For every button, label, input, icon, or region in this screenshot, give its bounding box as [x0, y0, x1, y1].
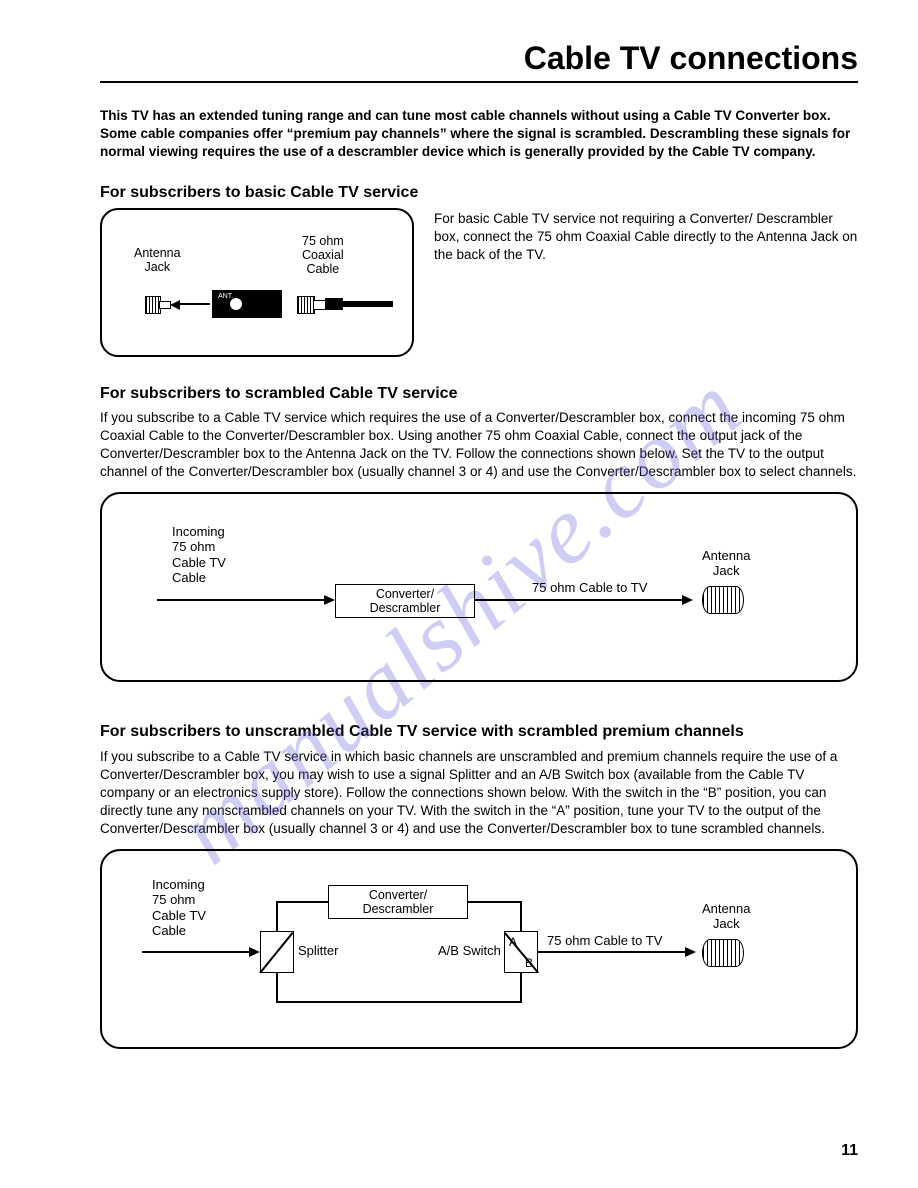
- arrow-icon: [324, 595, 335, 605]
- arrow-line: [180, 303, 210, 305]
- label-splitter: Splitter: [298, 943, 338, 959]
- converter-label: Converter/ Descrambler: [370, 587, 441, 615]
- label-antenna-jack: Antenna Jack: [702, 901, 750, 932]
- cable-line: [276, 901, 278, 931]
- cable-line: [276, 1001, 522, 1003]
- cable-line: [520, 901, 522, 931]
- coax-sleeve-icon: [325, 298, 343, 310]
- page-title: Cable TV connections: [100, 40, 858, 77]
- section1-side-text: For basic Cable TV service not requiring…: [434, 208, 858, 265]
- arrow-icon: [249, 947, 260, 957]
- diagram2: Incoming 75 ohm Cable TV Cable Converter…: [100, 492, 858, 682]
- label-incoming-cable: Incoming 75 ohm Cable TV Cable: [152, 877, 206, 939]
- converter-label: Converter/ Descrambler: [363, 888, 434, 916]
- antenna-jack-icon: [702, 939, 744, 967]
- label-cable-to-tv: 75 ohm Cable to TV: [532, 580, 647, 596]
- label-antenna-jack: Antenna Jack: [134, 246, 181, 275]
- arrow-icon: [170, 300, 180, 310]
- section2-heading: For subscribers to scrambled Cable TV se…: [100, 385, 858, 403]
- cable-line: [538, 951, 688, 953]
- cable-line: [276, 973, 278, 1003]
- converter-box: Converter/ Descrambler: [335, 584, 475, 618]
- title-rule: [100, 81, 858, 83]
- label-cable-to-tv: 75 ohm Cable to TV: [547, 933, 662, 949]
- page: manualshive.com Cable TV connections Thi…: [0, 0, 918, 1188]
- section3-body: If you subscribe to a Cable TV service i…: [100, 748, 858, 839]
- label-ab-switch: A/B Switch: [438, 943, 501, 959]
- antenna-jack-text: ANT.: [218, 293, 233, 300]
- converter-box: Converter/ Descrambler: [328, 885, 468, 919]
- antenna-jack-icon: [702, 586, 744, 614]
- label-coax-cable: 75 ohm Coaxial Cable: [302, 234, 344, 277]
- arrow-icon: [682, 595, 693, 605]
- section1-heading: For subscribers to basic Cable TV servic…: [100, 184, 858, 202]
- cable-line: [475, 599, 685, 601]
- label-antenna-jack: Antenna Jack: [702, 548, 750, 579]
- diagram3: Incoming 75 ohm Cable TV Cable Splitter …: [100, 849, 858, 1049]
- cable-line: [468, 901, 522, 903]
- cable-line: [276, 901, 328, 903]
- page-number: 11: [841, 1142, 858, 1160]
- section3-heading: For subscribers to unscrambled Cable TV …: [100, 722, 858, 742]
- section2-body: If you subscribe to a Cable TV service w…: [100, 409, 858, 482]
- coax-cable-icon: [343, 301, 393, 307]
- cable-line: [157, 599, 327, 601]
- cable-line: [142, 951, 252, 953]
- arrow-icon: [685, 947, 696, 957]
- diagram1: Antenna Jack 75 ohm Coaxial Cable ANT.: [100, 208, 414, 357]
- cable-line: [520, 973, 522, 1003]
- label-incoming-cable: Incoming 75 ohm Cable TV Cable: [172, 524, 226, 586]
- intro-paragraph: This TV has an extended tuning range and…: [100, 107, 858, 162]
- section1-row: Antenna Jack 75 ohm Coaxial Cable ANT. F…: [100, 208, 858, 357]
